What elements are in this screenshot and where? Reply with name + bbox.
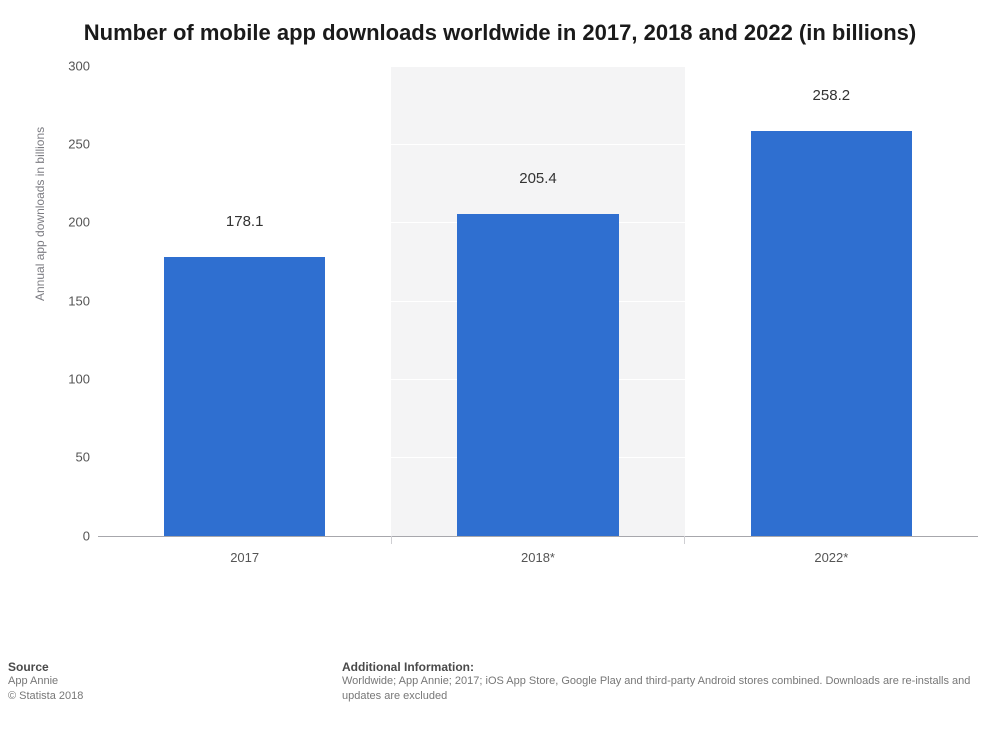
info-text: Worldwide; App Annie; 2017; iOS App Stor…	[342, 674, 1000, 705]
y-tick-label: 150	[30, 293, 90, 308]
footer-source-block: Source App Annie © Statista 2018	[8, 660, 328, 705]
bar-value-label: 258.2	[813, 87, 851, 104]
y-tick-label: 0	[30, 528, 90, 543]
footer-info-block: Additional Information: Worldwide; App A…	[342, 660, 1000, 705]
y-tick-label: 300	[30, 58, 90, 73]
gridline	[98, 66, 978, 67]
plot-area: 178.1 205.4 258.2	[98, 66, 978, 536]
info-heading: Additional Information:	[342, 660, 1000, 674]
x-tick	[684, 536, 685, 544]
x-tick-label: 2022*	[814, 550, 848, 565]
y-tick-label: 200	[30, 215, 90, 230]
y-tick-label: 100	[30, 372, 90, 387]
x-tick-label: 2017	[230, 550, 259, 565]
bar	[751, 131, 912, 536]
bar	[164, 257, 325, 536]
bar-value-label: 178.1	[226, 213, 264, 230]
bar	[457, 214, 618, 536]
y-axis-label: Annual app downloads in billions	[33, 127, 47, 301]
chart-container: Annual app downloads in billions 178.1 20…	[20, 56, 980, 596]
x-tick	[391, 536, 392, 544]
bar-value-label: 205.4	[519, 170, 557, 187]
y-tick-label: 250	[30, 137, 90, 152]
source-heading: Source	[8, 660, 328, 674]
x-axis-line	[98, 536, 978, 537]
x-tick-label: 2018*	[521, 550, 555, 565]
chart-title: Number of mobile app downloads worldwide…	[0, 0, 1000, 56]
source-line-2: © Statista 2018	[8, 689, 328, 704]
y-tick-label: 50	[30, 450, 90, 465]
source-line-1: App Annie	[8, 674, 328, 689]
